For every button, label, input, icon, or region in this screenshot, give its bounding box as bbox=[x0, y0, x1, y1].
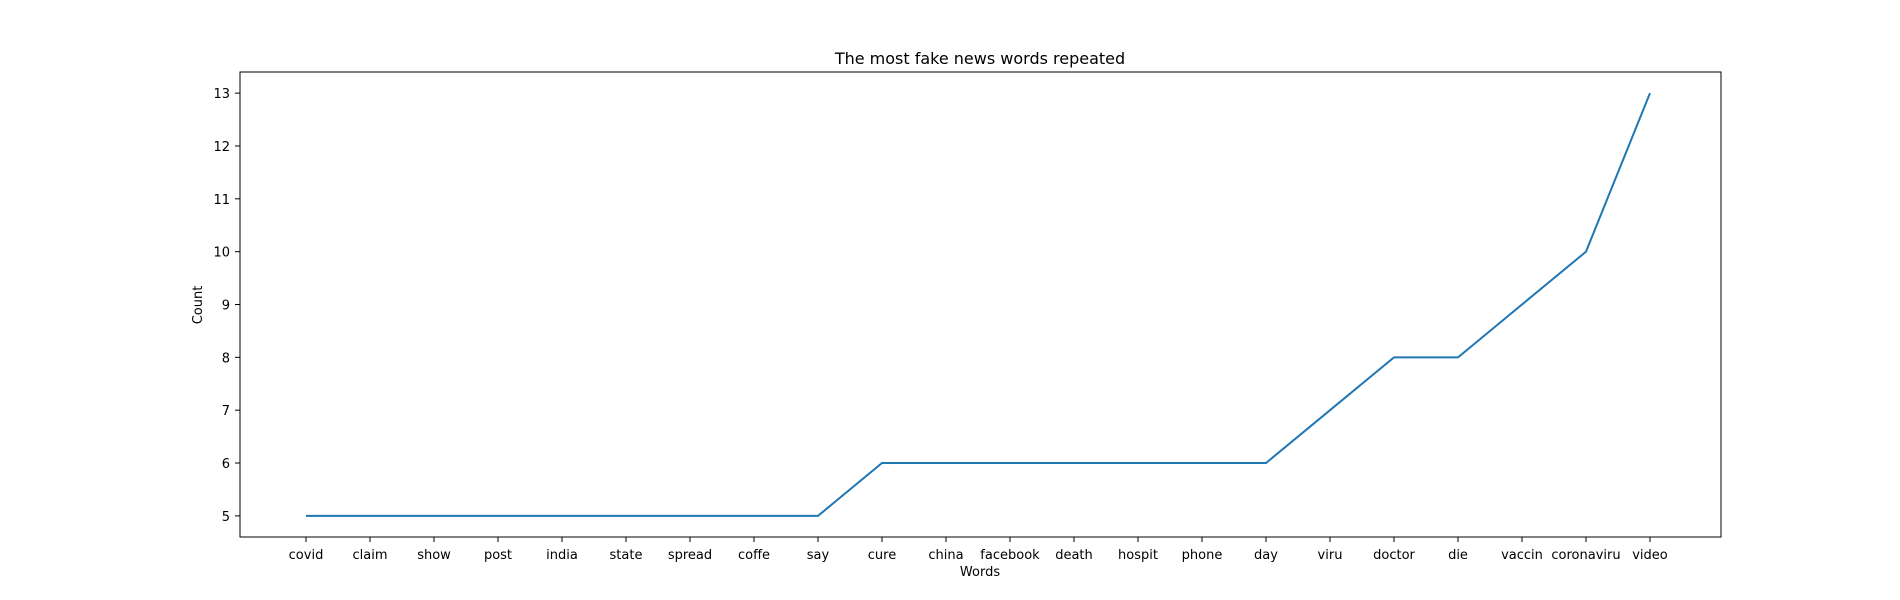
x-tick-label: covid bbox=[289, 548, 324, 563]
x-tick-label: facebook bbox=[980, 548, 1040, 563]
y-tick-label: 11 bbox=[213, 193, 230, 208]
x-tick-label: video bbox=[1632, 548, 1668, 563]
x-tick-label: die bbox=[1448, 548, 1468, 563]
y-tick-label: 8 bbox=[222, 351, 230, 366]
x-tick-label: day bbox=[1254, 548, 1278, 563]
y-tick-label: 10 bbox=[213, 246, 230, 261]
y-tick-label: 7 bbox=[222, 404, 230, 419]
x-tick-label: china bbox=[928, 548, 963, 563]
x-tick-label: coffe bbox=[738, 548, 770, 563]
y-tick-label: 13 bbox=[213, 87, 230, 102]
x-tick-label: viru bbox=[1318, 548, 1343, 563]
x-tick-label: phone bbox=[1182, 548, 1223, 563]
series-line bbox=[306, 92, 1651, 517]
x-axis-title: Words bbox=[960, 565, 1000, 580]
x-tick-label: doctor bbox=[1373, 548, 1415, 563]
chart-title: The most fake news words repeated bbox=[834, 49, 1125, 68]
y-axis: 5 6 7 8 9 10 11 12 13 bbox=[213, 87, 240, 525]
x-tick-label: show bbox=[417, 548, 451, 563]
x-tick-label: cure bbox=[868, 548, 896, 563]
x-tick-label: coronaviru bbox=[1551, 548, 1620, 563]
x-tick-label: india bbox=[546, 548, 578, 563]
x-tick-label: say bbox=[807, 548, 830, 563]
x-tick-label: spread bbox=[668, 548, 712, 563]
x-tick-label: death bbox=[1055, 548, 1093, 563]
x-axis: covid claim show post india state spread coffe s… bbox=[289, 537, 1668, 563]
x-tick-label: hospit bbox=[1118, 548, 1158, 563]
y-tick-label: 5 bbox=[222, 510, 230, 525]
y-tick-label: 9 bbox=[222, 299, 230, 314]
plot-frame bbox=[239, 71, 1722, 538]
x-tick-label: claim bbox=[352, 548, 387, 563]
x-tick-label: post bbox=[484, 548, 512, 563]
x-tick-label: vaccin bbox=[1501, 548, 1543, 563]
y-tick-label: 12 bbox=[213, 140, 230, 155]
y-axis-title: Count bbox=[191, 286, 206, 325]
y-tick-label: 6 bbox=[222, 457, 230, 472]
x-tick-label: state bbox=[610, 548, 643, 563]
